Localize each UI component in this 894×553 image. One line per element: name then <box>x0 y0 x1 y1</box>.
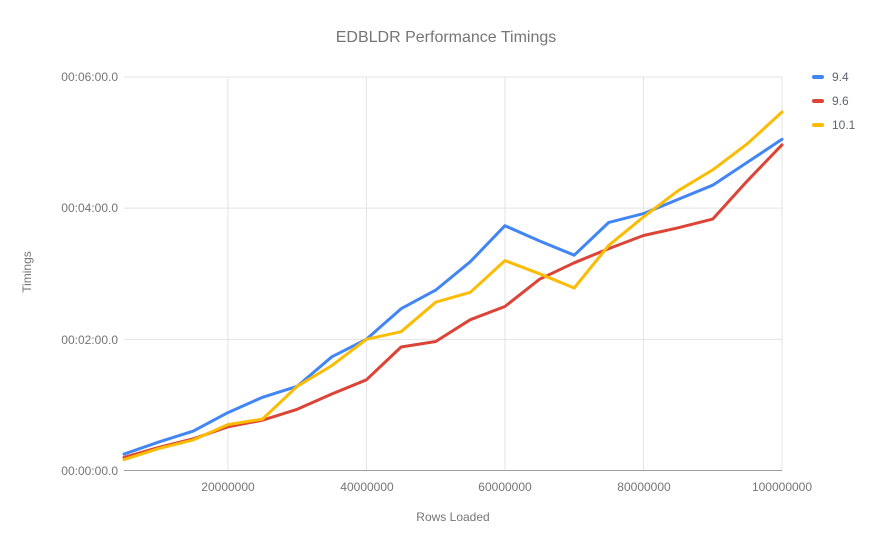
legend-swatch-icon-9-6 <box>812 99 824 103</box>
x-tick-label-80m: 80000000 <box>617 480 671 494</box>
legend: 9.4 9.6 10.1 <box>812 70 855 142</box>
legend-item-9-6: 9.6 <box>812 94 855 108</box>
legend-item-9-4: 9.4 <box>812 70 855 84</box>
y-axis-title: Timings <box>20 251 34 293</box>
chart-title: EDBLDR Performance Timings <box>335 29 557 46</box>
x-tick-label-60m: 60000000 <box>478 480 532 494</box>
series-line-9-4 <box>122 137 784 456</box>
y-tick-label-1: 00:02:00.0 <box>61 333 118 347</box>
legend-swatch-icon-9-4 <box>812 75 824 79</box>
legend-item-10-1: 10.1 <box>812 118 855 132</box>
x-tick-label-100m: 100000000 <box>751 480 813 494</box>
x-axis-title: Rows Loaded <box>416 510 490 524</box>
series-line-10-1 <box>122 110 784 462</box>
x-tick-label-40m: 40000000 <box>340 480 394 494</box>
y-tick-label-0: 00:00:00.0 <box>61 464 118 478</box>
y-tick-label-3: 00:06:00.0 <box>61 70 118 84</box>
y-tick-label-2: 00:04:00.0 <box>61 201 118 215</box>
legend-label-9-6: 9.6 <box>832 94 849 108</box>
legend-label-9-4: 9.4 <box>832 70 849 84</box>
legend-swatch-icon-10-1 <box>812 123 824 127</box>
legend-label-10-1: 10.1 <box>832 118 856 132</box>
x-tick-label-20m: 20000000 <box>201 480 255 494</box>
series-line-9-6 <box>122 143 784 459</box>
